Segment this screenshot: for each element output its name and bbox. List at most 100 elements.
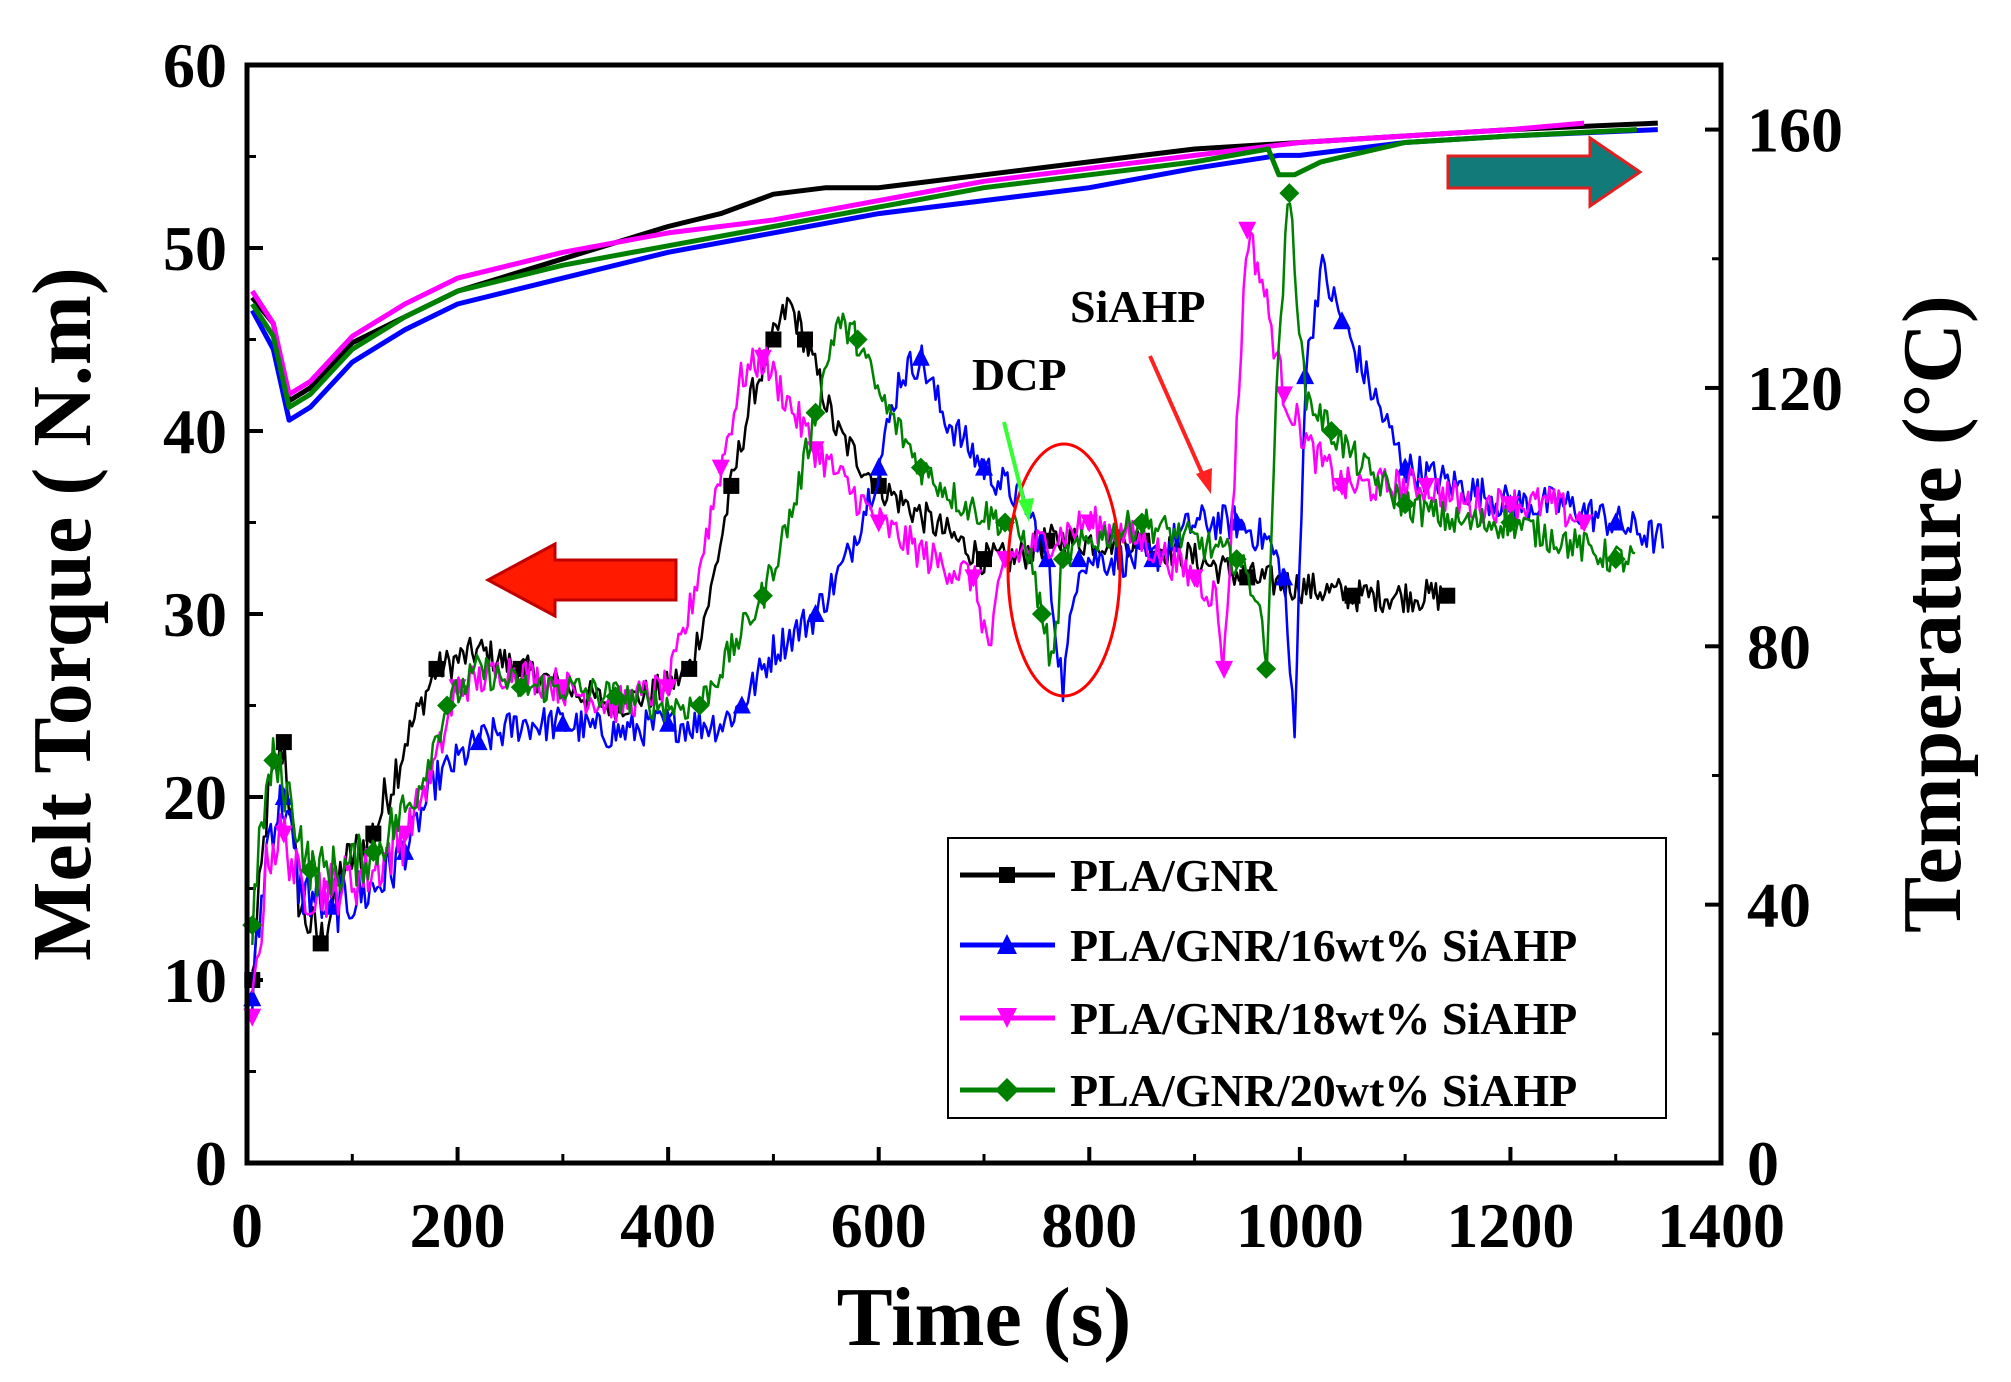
data-point: [428, 660, 445, 677]
dcp-arrowhead-icon: [1018, 498, 1034, 522]
data-point: [510, 677, 531, 698]
data-point: [869, 514, 888, 533]
x-tick-label: 600: [831, 1190, 927, 1261]
data-point: [395, 825, 414, 844]
y-tick-label: 10: [163, 945, 227, 1016]
data-point: [1239, 569, 1256, 586]
data-point: [300, 860, 321, 881]
y-tick-label: 50: [163, 213, 227, 284]
series-4: [242, 127, 1637, 945]
series-2: [243, 127, 1665, 1010]
plot-frame: [244, 62, 1724, 1166]
data-point: [263, 750, 284, 771]
data-point: [976, 551, 992, 568]
data-point: [1395, 494, 1416, 515]
legend-item-18wt: PLA/GNR/18wt% SiAHP: [960, 993, 1577, 1044]
data-point: [964, 569, 983, 588]
data-point: [1575, 514, 1594, 533]
data-point: [711, 459, 730, 478]
x-tick-label: 1000: [1236, 1190, 1364, 1261]
data-point: [689, 695, 710, 716]
data-point: [469, 732, 488, 751]
data-point: [1417, 477, 1436, 496]
data-point: [681, 660, 698, 677]
x-tick-label: 400: [620, 1190, 716, 1261]
data-point: [312, 935, 329, 952]
data-point: [765, 331, 782, 348]
y2-axis-title: Temperature (°C): [1886, 295, 1979, 933]
data-point: [1069, 549, 1088, 568]
data-point: [869, 457, 888, 476]
data-point: [659, 679, 678, 698]
data-point: [437, 695, 458, 716]
data-point: [275, 734, 292, 751]
data-point: [553, 713, 572, 732]
data-point: [1332, 311, 1351, 330]
data-point: [1143, 549, 1162, 568]
dcp-highlight-ellipse: [1006, 442, 1122, 698]
data-point: [752, 585, 773, 606]
legend: PLA/GNR PLA/GNR/16wt% SiAHP PLA/GNR/18wt…: [947, 837, 1667, 1119]
data-point: [753, 349, 772, 368]
temperature-line: [250, 127, 1637, 410]
data-point: [1606, 512, 1625, 531]
data-point: [1501, 496, 1520, 515]
y-tick-label: 20: [163, 762, 227, 833]
x-tick-label: 1200: [1446, 1190, 1574, 1261]
torque-line: [251, 253, 1665, 1010]
legend-label: PLA/GNR/18wt% SiAHP: [1070, 993, 1577, 1044]
data-point: [1279, 183, 1300, 204]
data-point: [1275, 567, 1294, 586]
data-point: [805, 402, 826, 423]
y2-tick-label: 0: [1747, 1128, 1779, 1199]
y2-tick-label: 120: [1747, 353, 1843, 424]
data-point: [363, 841, 384, 862]
y2-tick-label: 40: [1747, 870, 1811, 941]
legend-marker-triangle-up-icon: [997, 934, 1017, 954]
x-tick-label: 0: [231, 1190, 263, 1261]
left-axis-arrow-icon: [484, 541, 678, 619]
data-point: [1605, 549, 1626, 570]
x-tick-label: 800: [1041, 1190, 1137, 1261]
data-point: [1226, 549, 1247, 570]
siahp-arrowhead-icon: [1196, 468, 1212, 494]
y-tick-label: 30: [163, 579, 227, 650]
siahp-pointer-arrow-icon: [1148, 355, 1207, 481]
legend-box: [947, 837, 1667, 1119]
x-tick-label: 1400: [1657, 1190, 1785, 1261]
dcp-annotation: DCP: [972, 349, 1067, 400]
data-point: [975, 457, 993, 476]
data-point: [806, 604, 825, 622]
temperature-line: [250, 120, 1585, 397]
data-point: [1439, 587, 1456, 604]
data-point: [1500, 512, 1521, 533]
data-point: [1344, 587, 1361, 604]
data-point: [1321, 421, 1342, 441]
data-point: [605, 686, 626, 707]
data-point: [847, 329, 868, 350]
tick-labels: 0 200 400 600 800 1000 1200 1400010203040506004…: [163, 30, 1843, 1261]
data-point: [1038, 549, 1057, 568]
y2-tick-label: 80: [1747, 611, 1811, 682]
y-axis-title: Melt Torque ( N.m): [16, 267, 109, 961]
x-axis-title: Time (s): [837, 1271, 1132, 1364]
data-point: [732, 695, 751, 714]
data-point: [797, 331, 814, 348]
data-point: [723, 477, 740, 494]
data-point: [365, 825, 382, 842]
data-point: [1332, 477, 1351, 496]
data-point: [1080, 514, 1099, 533]
temperature-line: [250, 127, 1658, 423]
legend-marker-triangle-down-icon: [997, 1008, 1017, 1028]
legend-label: PLA/GNR/16wt% SiAHP: [1070, 920, 1577, 971]
right-axis-arrow-icon: [1446, 135, 1643, 209]
data-point: [910, 457, 931, 478]
legend-item-pla-gnr: PLA/GNR: [960, 850, 1278, 901]
legend-label: PLA/GNR: [1070, 850, 1278, 901]
data-point: [1131, 512, 1152, 533]
data-point: [1185, 569, 1204, 588]
series-lines: [242, 120, 1665, 1027]
y-tick-label: 0: [195, 1128, 227, 1199]
data-point: [911, 347, 930, 366]
